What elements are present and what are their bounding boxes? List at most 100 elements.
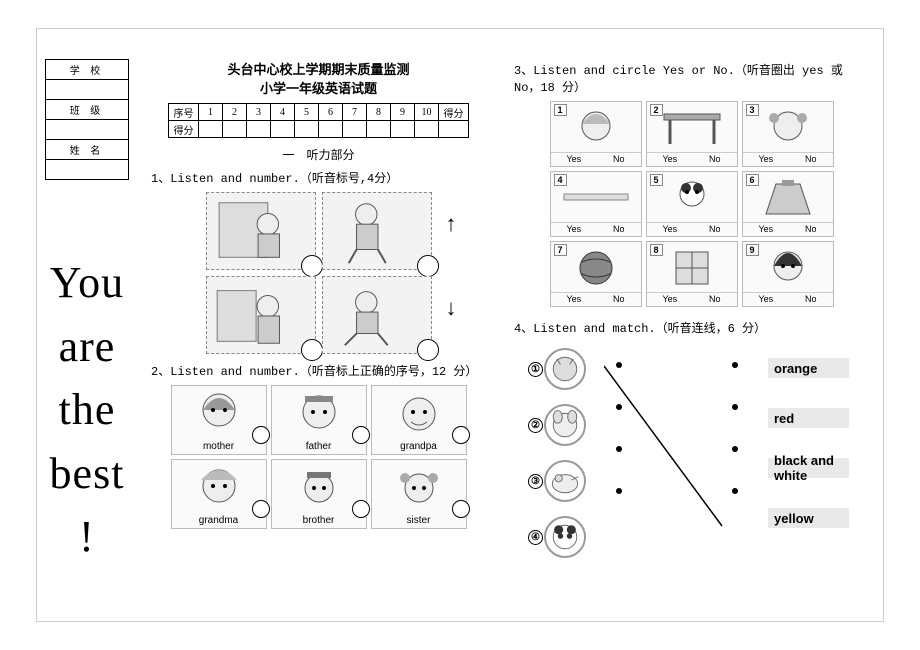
info-class-label: 班 级 <box>46 100 129 120</box>
dot-icon <box>616 488 622 494</box>
score-cell[interactable] <box>319 121 343 138</box>
match-number: ④ <box>528 530 543 545</box>
q3-grid: 1YesNo2YesNo3YesNo4YesNo5YesNo6YesNo7Yes… <box>522 101 861 307</box>
answer-bubble[interactable] <box>417 339 439 361</box>
q1-pic <box>206 192 316 270</box>
left-column: 头台中心校上学期期末质量监测 小学一年级英语试题 序号 1 2 3 4 5 6 … <box>141 59 496 611</box>
answer-bubble[interactable] <box>252 500 270 518</box>
score-cell[interactable] <box>295 121 319 138</box>
no-option[interactable]: No <box>805 224 817 234</box>
yn-card: 4YesNo <box>550 171 642 237</box>
dot-icon <box>732 446 738 452</box>
listening-heading: 一 听力部分 <box>141 146 496 163</box>
no-option[interactable]: No <box>613 154 625 164</box>
score-col: 7 <box>343 104 367 121</box>
yn-number: 7 <box>554 244 567 256</box>
family-label: mother <box>174 441 264 452</box>
no-option[interactable]: No <box>613 294 625 304</box>
family-card: grandma <box>171 459 267 529</box>
motivation-line: are <box>50 316 125 378</box>
color-label[interactable]: black and white <box>768 458 849 478</box>
up-arrow-icon: ↑ <box>446 211 457 237</box>
family-card: grandpa <box>371 385 467 455</box>
color-label[interactable]: orange <box>768 358 849 378</box>
score-col: 4 <box>271 104 295 121</box>
answer-bubble[interactable] <box>352 500 370 518</box>
match-item[interactable]: ③ <box>544 460 586 502</box>
score-cell[interactable] <box>271 121 295 138</box>
yes-option[interactable]: Yes <box>758 154 773 164</box>
yes-option[interactable]: Yes <box>566 154 581 164</box>
q1-pic <box>206 276 316 354</box>
q3-text: 3、Listen and circle Yes or No.（听音圈出 yes … <box>514 61 869 95</box>
score-seq-label: 序号 <box>169 104 199 121</box>
score-cell[interactable] <box>367 121 391 138</box>
yn-number: 9 <box>746 244 759 256</box>
color-label[interactable]: yellow <box>768 508 849 528</box>
score-col: 6 <box>319 104 343 121</box>
score-cell[interactable] <box>439 121 469 138</box>
q4-match-area: ① ② ③ ④ orange red black and white yellow <box>544 348 849 558</box>
no-option[interactable]: No <box>613 224 625 234</box>
score-cell[interactable] <box>343 121 367 138</box>
family-label: father <box>274 441 364 452</box>
exam-title-1: 头台中心校上学期期末质量监测 <box>141 59 496 78</box>
match-number: ① <box>528 362 543 377</box>
dot-icon <box>616 446 622 452</box>
yn-number: 5 <box>650 174 663 186</box>
no-option[interactable]: No <box>805 294 817 304</box>
family-card: brother <box>271 459 367 529</box>
yes-option[interactable]: Yes <box>758 224 773 234</box>
motivation-line: the <box>50 379 125 441</box>
yes-option[interactable]: Yes <box>662 154 677 164</box>
color-label[interactable]: red <box>768 408 849 428</box>
right-column: 3、Listen and circle Yes or No.（听音圈出 yes … <box>514 59 869 611</box>
answer-bubble[interactable] <box>301 255 323 277</box>
yes-option[interactable]: Yes <box>758 294 773 304</box>
score-col: 3 <box>247 104 271 121</box>
no-option[interactable]: No <box>805 154 817 164</box>
score-cell[interactable] <box>391 121 415 138</box>
exam-title-2: 小学一年级英语试题 <box>141 78 496 97</box>
score-total-label: 得分 <box>439 104 469 121</box>
score-cell[interactable] <box>247 121 271 138</box>
answer-bubble[interactable] <box>452 500 470 518</box>
yes-option[interactable]: Yes <box>662 224 677 234</box>
yes-option[interactable]: Yes <box>566 224 581 234</box>
info-name-blank[interactable] <box>46 160 129 180</box>
down-arrow-icon: ↓ <box>446 295 457 321</box>
score-col: 9 <box>391 104 415 121</box>
info-name-label: 姓 名 <box>46 140 129 160</box>
main-content: 头台中心校上学期期末质量监测 小学一年级英语试题 序号 1 2 3 4 5 6 … <box>137 29 883 621</box>
match-item[interactable]: ② <box>544 404 586 446</box>
yn-card: 2YesNo <box>646 101 738 167</box>
score-cell[interactable] <box>223 121 247 138</box>
score-cell[interactable] <box>415 121 439 138</box>
no-option[interactable]: No <box>709 154 721 164</box>
score-defen-label: 得分 <box>169 121 199 138</box>
yes-option[interactable]: Yes <box>566 294 581 304</box>
answer-bubble[interactable] <box>301 339 323 361</box>
no-option[interactable]: No <box>709 294 721 304</box>
match-item[interactable]: ① <box>544 348 586 390</box>
answer-bubble[interactable] <box>352 426 370 444</box>
match-dots-left <box>616 348 622 558</box>
answer-bubble[interactable] <box>417 255 439 277</box>
match-item[interactable]: ④ <box>544 516 586 558</box>
score-col: 5 <box>295 104 319 121</box>
answer-bubble[interactable] <box>452 426 470 444</box>
dot-icon <box>616 362 622 368</box>
score-col: 10 <box>415 104 439 121</box>
q1-pic: ↑ <box>322 192 432 270</box>
yes-option[interactable]: Yes <box>662 294 677 304</box>
score-col: 8 <box>367 104 391 121</box>
answer-bubble[interactable] <box>252 426 270 444</box>
student-info-table: 学 校 班 级 姓 名 <box>45 59 129 180</box>
no-option[interactable]: No <box>709 224 721 234</box>
info-school-blank[interactable] <box>46 80 129 100</box>
score-cell[interactable] <box>199 121 223 138</box>
family-card: father <box>271 385 367 455</box>
q2-grid: mother father grandpa grandma <box>151 385 486 529</box>
yn-number: 8 <box>650 244 663 256</box>
info-class-blank[interactable] <box>46 120 129 140</box>
